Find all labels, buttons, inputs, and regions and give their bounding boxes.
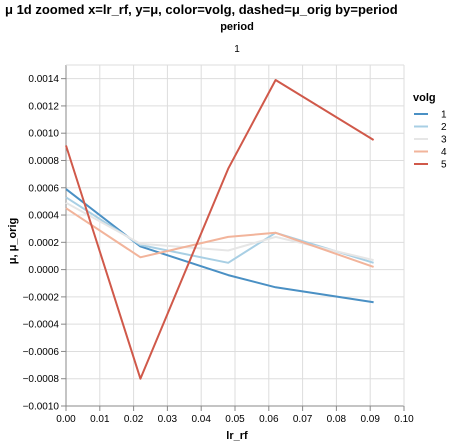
y-tick-label: 0.0014 [28, 74, 59, 85]
legend-label: 4 [441, 147, 447, 158]
x-tick-label: 0.07 [293, 414, 313, 425]
y-tick-label: 0.0006 [28, 183, 59, 194]
x-tick-label: 0.05 [225, 414, 245, 425]
x-tick-label: 0.01 [90, 414, 110, 425]
y-tick-label: 0.0004 [28, 211, 59, 222]
legend-title: volg [413, 92, 436, 104]
legend-label: 5 [441, 160, 447, 171]
x-axis-title: lr_rf [226, 430, 248, 442]
x-tick-label: 0.02 [124, 414, 144, 425]
y-tick-label: −0.0002 [23, 292, 60, 303]
x-axis: 0.00 0.01 0.02 0.03 0.04 0.05 0.06 0.07 0.08 0.09… [56, 406, 414, 425]
series-line-volg-4 [65, 207, 374, 268]
y-axis: −0.0010 −0.0008 −0.0006 −0.0004 −0.0002 0.000… [23, 74, 66, 413]
x-tick-label: 0.10 [394, 414, 414, 425]
facet-label: 1 [234, 44, 240, 55]
y-tick-label: 0.0012 [28, 101, 59, 112]
chart-title: μ 1d zoomed x=lr_rf, y=μ, color=volg, da… [5, 2, 398, 17]
x-tick-label: 0.03 [158, 414, 178, 425]
legend: volg 12 34 5 [413, 92, 447, 171]
x-tick-label: 0.00 [56, 414, 76, 425]
x-tick-label: 0.09 [360, 414, 380, 425]
y-tick-label: −0.0010 [23, 402, 60, 413]
y-tick-label: 0.0010 [28, 129, 59, 140]
x-tick-label: 0.04 [191, 414, 211, 425]
legend-label: 3 [441, 135, 447, 146]
legend-label: 2 [441, 122, 447, 133]
series-line-volg-1 [65, 188, 374, 304]
facet-title: period [220, 21, 254, 33]
y-tick-label: 0.0008 [28, 156, 59, 167]
y-tick-label: 0.0000 [28, 265, 59, 276]
y-axis-title: μ, μ_orig [7, 218, 19, 264]
series-line-volg-5 [65, 79, 375, 380]
y-tick-label: −0.0006 [23, 347, 60, 358]
x-tick-label: 0.08 [327, 414, 347, 425]
y-tick-label: −0.0008 [23, 374, 60, 385]
series-line-volg-2 [65, 196, 374, 264]
legend-label: 1 [441, 110, 447, 121]
x-tick-label: 0.06 [259, 414, 279, 425]
series-layer [65, 79, 375, 380]
y-tick-label: 0.0002 [28, 238, 59, 249]
y-tick-label: −0.0004 [23, 320, 60, 331]
